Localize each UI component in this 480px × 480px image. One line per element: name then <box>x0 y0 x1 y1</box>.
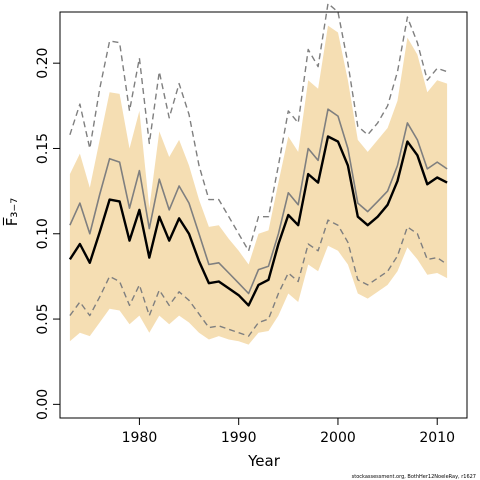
x-axis: 1980 1990 2000 2010 <box>122 418 455 446</box>
confidence-band <box>69 25 448 345</box>
plot-frame <box>59 11 468 419</box>
y-axis-title: F̅₃₋₇ <box>2 198 21 227</box>
y-tick-label: 0.10 <box>35 218 51 249</box>
x-tick-label: 1980 <box>122 430 158 446</box>
series-layer <box>68 2 448 337</box>
x-tick-label: 2000 <box>320 430 356 446</box>
series-line-4 <box>68 135 448 307</box>
x-tick-label: 1990 <box>221 430 257 446</box>
credit-text: stockassessment.org, BothHer12NoeleRay, … <box>352 474 476 480</box>
y-tick-label: 0.15 <box>35 133 51 164</box>
x-axis-title: Year <box>247 452 281 470</box>
y-tick-label: 0.05 <box>35 304 51 335</box>
y-tick-label: 0.20 <box>35 48 51 79</box>
series-line-1 <box>69 2 448 252</box>
y-axis: 0.00 0.05 0.10 0.15 0.20 <box>35 48 60 420</box>
series-line-2 <box>69 219 448 337</box>
confidence-band-layer <box>69 25 448 345</box>
x-tick-label: 2010 <box>419 430 455 446</box>
y-tick-label: 0.00 <box>35 389 51 420</box>
series-line-3 <box>69 108 448 295</box>
